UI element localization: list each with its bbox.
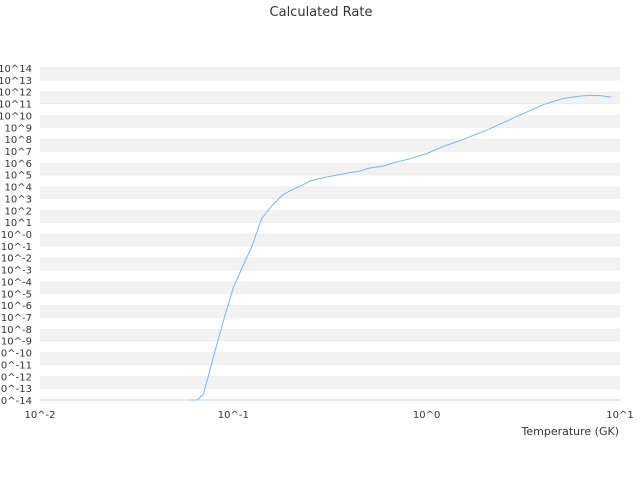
y-tick-label: 10^11 <box>0 100 32 111</box>
x-tick-label: 10^0 <box>413 410 440 421</box>
y-tick-label: 10^-13 <box>0 384 32 395</box>
y-tick-label: 10^-5 <box>1 289 32 300</box>
grid-band <box>40 234 620 246</box>
grid-band <box>40 269 620 282</box>
grid-band <box>40 388 620 400</box>
grid-band <box>40 340 620 353</box>
grid-band <box>40 245 620 258</box>
y-tick-label: 10^-0 <box>1 230 32 241</box>
y-tick-label: 10^-1 <box>1 242 32 253</box>
grid-band <box>40 328 620 341</box>
y-tick-label: 10^-7 <box>1 313 32 324</box>
y-tick-label: 10^10 <box>0 111 32 122</box>
y-tick-label: 10^8 <box>5 135 32 146</box>
y-tick-label: 10^-2 <box>1 254 32 265</box>
y-tick-label: 10^-11 <box>0 360 32 371</box>
x-tick-label: 10^-1 <box>218 410 249 421</box>
y-tick-label: 10^-4 <box>1 277 32 288</box>
y-tick-label: 10^2 <box>5 206 32 217</box>
chart-title: Calculated Rate <box>270 5 373 20</box>
y-tick-label: 10^-10 <box>0 349 32 360</box>
grid-band <box>40 68 620 80</box>
grid-band <box>40 352 620 365</box>
grid-band <box>40 115 620 128</box>
y-tick-label: 10^-3 <box>1 266 32 277</box>
grid-band <box>40 186 620 199</box>
grid-band <box>40 139 620 151</box>
x-axis-label: Temperature (GK) <box>521 425 620 438</box>
y-tick-label: 10^14 <box>0 64 32 75</box>
grid-band <box>40 198 620 211</box>
y-tick-label: 10^6 <box>5 159 32 170</box>
grid-band <box>40 174 620 187</box>
grid-band <box>40 364 620 377</box>
y-axis-tick-labels: 10^-1410^-1310^-1210^-1110^-1010^-910^-8… <box>0 64 32 407</box>
y-tick-label: 10^-14 <box>0 396 32 407</box>
y-tick-label: 10^9 <box>5 123 32 134</box>
y-tick-label: 10^-9 <box>1 337 32 348</box>
grid-band <box>40 281 620 294</box>
x-tick-label: 10^-2 <box>24 410 55 421</box>
y-tick-label: 10^-6 <box>1 301 32 312</box>
y-tick-label: 10^7 <box>5 147 32 158</box>
grid-bands <box>40 67 620 400</box>
y-tick-label: 10^-12 <box>0 372 32 383</box>
grid-band <box>40 317 620 329</box>
grid-band <box>40 127 620 140</box>
grid-band <box>40 103 620 116</box>
grid-band <box>40 91 620 104</box>
y-tick-label: 10^-8 <box>1 325 32 336</box>
grid-band <box>40 210 620 223</box>
grid-band <box>40 305 620 317</box>
x-tick-label: 10^1 <box>606 410 633 421</box>
y-tick-label: 10^4 <box>5 183 32 194</box>
series-line <box>190 94 612 401</box>
grid-band <box>40 151 620 163</box>
grid-band <box>40 79 620 92</box>
grid-band <box>40 376 620 389</box>
y-tick-label: 10^12 <box>0 88 32 99</box>
y-tick-label: 10^5 <box>5 171 32 182</box>
y-tick-label: 10^1 <box>5 218 32 229</box>
grid-band <box>40 222 620 234</box>
series-layer <box>190 94 612 401</box>
grid-band <box>40 257 620 270</box>
grid-band <box>40 162 620 175</box>
y-tick-label: 10^13 <box>0 76 32 87</box>
y-tick-label: 10^3 <box>5 194 32 205</box>
x-axis-tick-labels: 10^-2 10^-1 10^0 10^1 <box>24 410 633 421</box>
grid-band <box>40 293 620 306</box>
